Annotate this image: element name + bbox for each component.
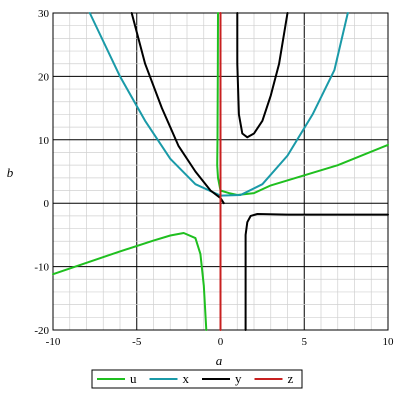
y-axis-title: b — [7, 165, 14, 180]
y-tick-label: -10 — [34, 262, 49, 274]
series-line-x — [88, 12, 349, 197]
x-tick-label: 5 — [302, 336, 308, 348]
y-tick-label: 0 — [44, 198, 50, 210]
x-tick-label: 0 — [218, 336, 224, 348]
series-lines — [52, 12, 389, 331]
series-line-y — [130, 12, 225, 205]
y-tick-label: 30 — [38, 8, 50, 20]
y-tick-label: 10 — [38, 135, 50, 147]
x-tick-label: 10 — [383, 336, 395, 348]
legend-label-u: u — [130, 371, 137, 386]
y-tick-label: 20 — [38, 71, 50, 83]
series-line-y — [236, 12, 289, 139]
series-line-y — [244, 213, 389, 331]
legend-label-x: x — [183, 371, 190, 386]
y-tick-label: -20 — [34, 325, 49, 337]
x-tick-label: -10 — [46, 336, 61, 348]
legend-label-z: z — [288, 371, 294, 386]
series-line-u — [52, 232, 208, 331]
series-line-u — [216, 12, 389, 196]
legend-label-y: y — [235, 371, 242, 386]
legend-box — [91, 369, 303, 389]
x-axis-title: a — [216, 353, 223, 368]
x-tick-label: -5 — [132, 336, 142, 348]
